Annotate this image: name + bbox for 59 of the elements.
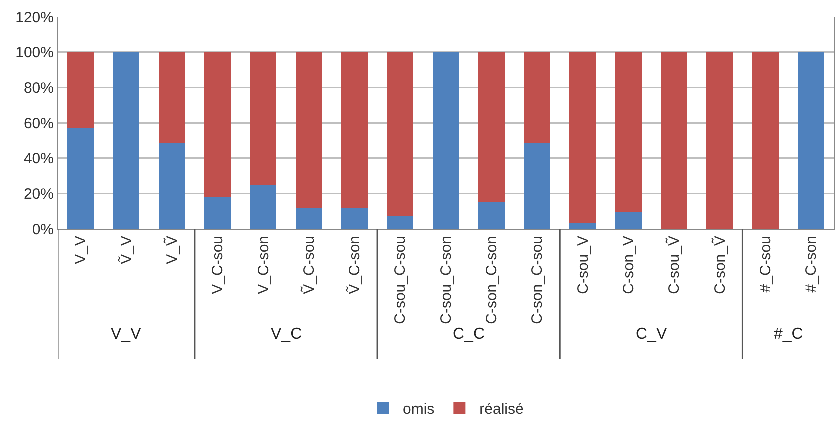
y-tick-label: 40% <box>24 150 54 168</box>
bar <box>387 216 414 229</box>
bar <box>570 52 596 224</box>
bar <box>615 212 642 229</box>
y-tick-label: 20% <box>24 186 54 203</box>
y-tick-label: 120% <box>16 9 54 26</box>
x-tick-label: C-son_C-son <box>484 236 501 324</box>
bar <box>204 52 231 198</box>
bar <box>661 52 688 229</box>
bar <box>204 197 231 229</box>
y-tick-label: 80% <box>24 80 54 97</box>
bar <box>158 52 186 144</box>
bar <box>615 52 642 212</box>
bar <box>706 52 734 229</box>
bar <box>250 184 277 229</box>
bar <box>296 208 322 229</box>
y-tick-label: 60% <box>24 115 54 132</box>
x-tick-label: C-son_V <box>620 236 638 294</box>
x-tick-label: C-sou_Ṽ <box>665 236 684 294</box>
bar <box>113 52 140 229</box>
x-tick-label: C-sou_C-sou <box>392 236 410 324</box>
bar <box>752 52 779 229</box>
bar <box>341 208 368 229</box>
x-tick-label: C-sou_C-son <box>438 236 455 324</box>
text: C_C <box>453 326 486 343</box>
text: #_C <box>774 326 804 343</box>
x-tick-label: Ṽ_C-son <box>346 236 364 294</box>
bar <box>68 128 94 229</box>
x-tick-label: V_C-sou <box>210 236 227 294</box>
text: C_V <box>636 326 668 343</box>
bar <box>432 52 460 229</box>
bar <box>341 52 368 208</box>
x-tick-label: #_C-sou <box>757 236 774 293</box>
bar <box>570 224 596 229</box>
y-tick-label: 100% <box>16 44 54 62</box>
bar <box>250 52 277 185</box>
x-tick-label: C-son_Ṽ <box>710 236 729 294</box>
bar <box>296 52 322 208</box>
bar <box>798 52 824 229</box>
text: V_C <box>271 326 302 343</box>
bar <box>158 143 186 229</box>
y-tick-label: 0% <box>32 221 54 238</box>
bar <box>524 52 551 144</box>
legend-label: réalisé <box>480 400 524 418</box>
bar <box>387 52 414 216</box>
bar <box>68 52 94 128</box>
bar <box>478 202 505 229</box>
legend-label: omis <box>403 400 435 418</box>
x-tick-label: C-sou_V <box>574 236 592 294</box>
bar <box>478 52 505 202</box>
x-tick-label: V_Ṽ <box>162 236 181 264</box>
x-tick-label: V_V <box>72 236 90 264</box>
x-tick-label: #_C-son <box>803 236 820 293</box>
x-tick-label: Ṽ_V <box>117 236 136 264</box>
x-tick-label: C-son_C-sou <box>529 236 546 324</box>
x-tick-label: V_C-son <box>255 236 272 294</box>
bar <box>524 143 551 229</box>
x-tick-label: Ṽ_C-sou <box>300 236 318 294</box>
text: V_V <box>111 326 142 343</box>
